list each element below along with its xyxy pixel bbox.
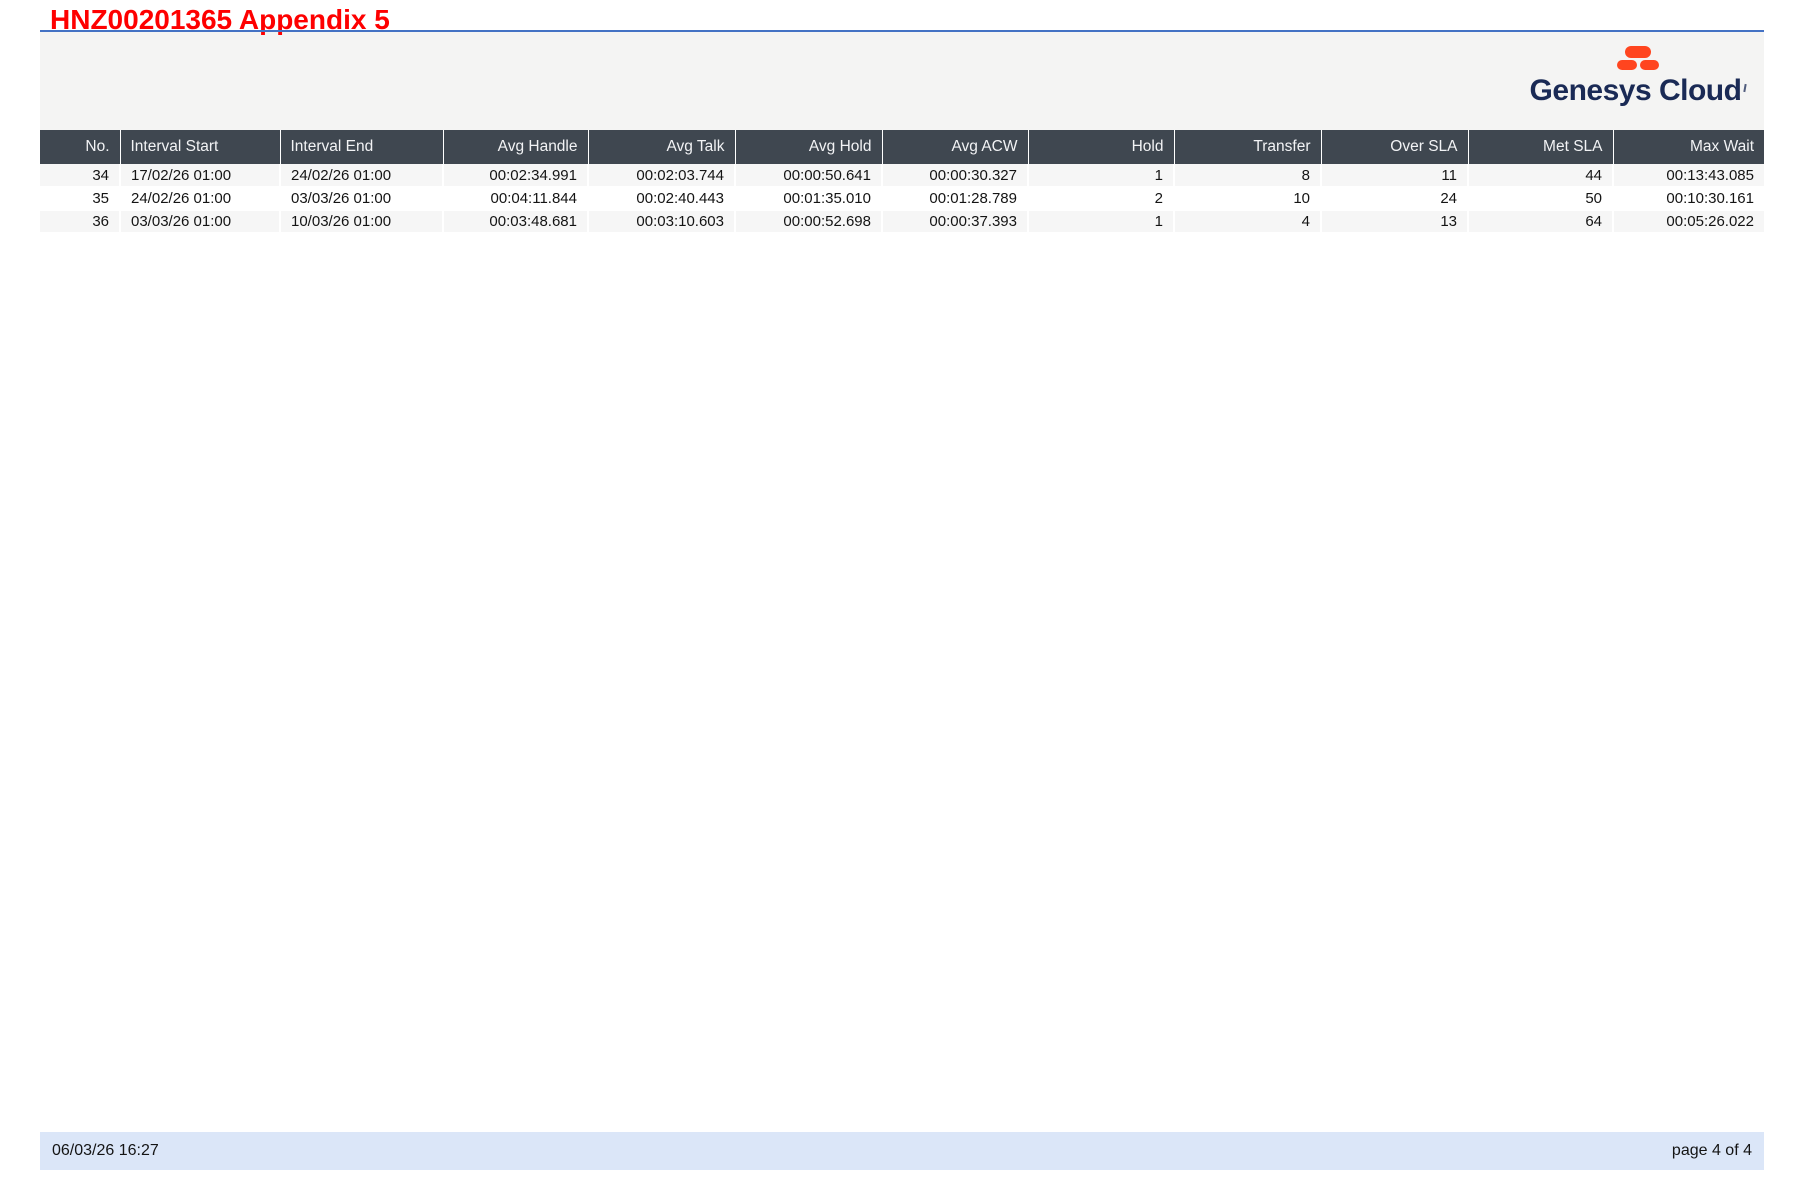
cell-transfer: 10 (1174, 187, 1322, 211)
cell-max-wait: 00:05:26.022 (1613, 210, 1764, 234)
cell-avg-hold: 00:00:52.698 (735, 210, 883, 234)
cell-over-sla: 13 (1321, 210, 1469, 234)
cell-met-sla: 64 (1468, 210, 1614, 234)
footer-timestamp: 06/03/26 16:27 (52, 1142, 159, 1159)
cell-over-sla: 24 (1321, 187, 1469, 211)
cell-transfer: 4 (1174, 210, 1322, 234)
cell-interval-end: 10/03/26 01:00 (280, 210, 444, 234)
column-header-avg-handle: Avg Handle (443, 130, 589, 164)
column-header-hold: Hold (1028, 130, 1175, 164)
logo-pill-top (1625, 46, 1651, 58)
logo-pill-left (1617, 60, 1637, 70)
footer-bar: 06/03/26 16:27 page 4 of 4 (40, 1132, 1764, 1170)
table-row: 35 24/02/26 01:00 03/03/26 01:00 00:04:11.8… (40, 187, 1764, 211)
cell-avg-handle: 00:03:48.681 (443, 210, 589, 234)
cell-avg-talk: 00:02:40.443 (588, 187, 736, 211)
genesys-cloud-logo: Genesys Cloud (1528, 46, 1748, 108)
logo-mark-icon (1528, 46, 1748, 70)
header-band: Genesys Cloud (40, 32, 1764, 130)
cell-met-sla: 50 (1468, 187, 1614, 211)
trademark-tick-icon (1743, 83, 1748, 93)
column-header-transfer: Transfer (1174, 130, 1322, 164)
column-header-avg-acw: Avg ACW (882, 130, 1029, 164)
cell-avg-handle: 00:04:11.844 (443, 187, 589, 211)
logo-text: Genesys Cloud (1528, 74, 1748, 108)
interval-report-table: No. Interval Start Interval End Avg Handle A… (40, 130, 1764, 234)
cell-no: 36 (40, 210, 121, 234)
logo-pill-right (1640, 60, 1659, 70)
cell-met-sla: 44 (1468, 164, 1614, 188)
cell-no: 34 (40, 164, 121, 188)
logo-pill-row (1617, 60, 1659, 70)
column-header-met-sla: Met SLA (1468, 130, 1614, 164)
cell-interval-start: 03/03/26 01:00 (120, 210, 281, 234)
column-header-interval-start: Interval Start (120, 130, 281, 164)
title-rule (40, 30, 1764, 32)
cell-interval-start: 24/02/26 01:00 (120, 187, 281, 211)
cell-avg-acw: 00:01:28.789 (882, 187, 1029, 211)
table-row: 36 03/03/26 01:00 10/03/26 01:00 00:03:48.6… (40, 210, 1764, 234)
cell-interval-end: 03/03/26 01:00 (280, 187, 444, 211)
cell-hold: 2 (1028, 187, 1175, 211)
cell-max-wait: 00:13:43.085 (1613, 164, 1764, 188)
cell-over-sla: 11 (1321, 164, 1469, 188)
logo-wordmark: Genesys Cloud (1529, 74, 1742, 107)
column-header-no: No. (40, 130, 121, 164)
cell-avg-acw: 00:00:37.393 (882, 210, 1029, 234)
cell-avg-hold: 00:00:50.641 (735, 164, 883, 188)
column-header-max-wait: Max Wait (1613, 130, 1764, 164)
cell-interval-start: 17/02/26 01:00 (120, 164, 281, 188)
cell-hold: 1 (1028, 164, 1175, 188)
column-header-avg-talk: Avg Talk (588, 130, 736, 164)
cell-hold: 1 (1028, 210, 1175, 234)
column-header-over-sla: Over SLA (1321, 130, 1469, 164)
column-header-avg-hold: Avg Hold (735, 130, 883, 164)
cell-transfer: 8 (1174, 164, 1322, 188)
column-header-interval-end: Interval End (280, 130, 444, 164)
page-title: HNZ00201365 Appendix 5 (50, 4, 390, 35)
table-header-row: No. Interval Start Interval End Avg Handle A… (40, 130, 1764, 164)
cell-interval-end: 24/02/26 01:00 (280, 164, 444, 188)
table-row: 34 17/02/26 01:00 24/02/26 01:00 00:02:34.9… (40, 164, 1764, 188)
footer-page-number: page 4 of 4 (1671, 1142, 1752, 1159)
cell-max-wait: 00:10:30.161 (1613, 187, 1764, 211)
cell-avg-hold: 00:01:35.010 (735, 187, 883, 211)
cell-no: 35 (40, 187, 121, 211)
cell-avg-acw: 00:00:30.327 (882, 164, 1029, 188)
cell-avg-handle: 00:02:34.991 (443, 164, 589, 188)
report-table-container: No. Interval Start Interval End Avg Handle A… (40, 130, 1764, 234)
cell-avg-talk: 00:03:10.603 (588, 210, 736, 234)
cell-avg-talk: 00:02:03.744 (588, 164, 736, 188)
